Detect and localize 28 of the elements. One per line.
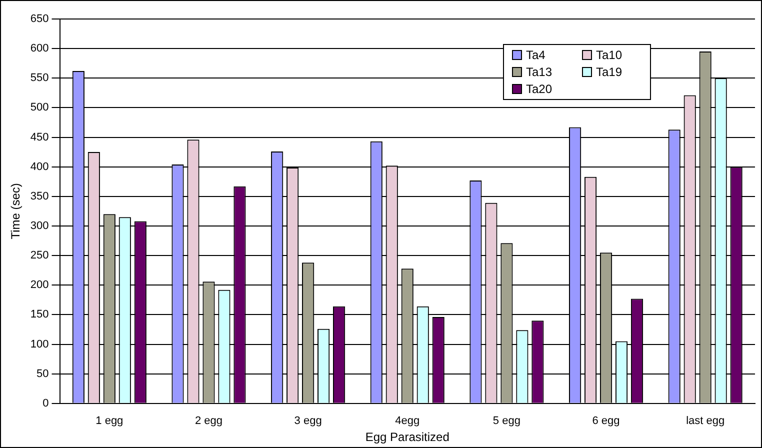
legend-label: Ta13 xyxy=(526,65,552,79)
y-tick-label: 100 xyxy=(30,338,49,350)
x-tick-label: 5 egg xyxy=(492,415,520,428)
legend-label: Ta20 xyxy=(526,82,552,96)
y-tick-label: 600 xyxy=(30,42,49,55)
y-tick-label: 550 xyxy=(30,72,49,84)
y-tick-label: 50 xyxy=(36,368,49,380)
x-axis-title: Egg Parasitized xyxy=(365,430,450,444)
x-tick-label: 4egg xyxy=(395,415,420,428)
y-axis-title: Time (sec) xyxy=(8,183,23,240)
y-tick-label: 400 xyxy=(30,160,49,173)
x-tick-label: 2 egg xyxy=(194,415,222,428)
y-tick-label: 450 xyxy=(30,131,49,144)
legend-label: Ta19 xyxy=(596,65,622,79)
legend-label: Ta10 xyxy=(596,48,622,62)
y-tick-label: 300 xyxy=(30,220,49,232)
y-tick-label: 0 xyxy=(42,397,49,410)
y-tick-label: 200 xyxy=(30,279,49,292)
y-tick-label: 250 xyxy=(30,250,49,262)
y-tick-label: 650 xyxy=(30,13,49,26)
x-tick-label: 3 egg xyxy=(294,415,322,428)
y-tick-label: 500 xyxy=(30,102,49,114)
y-tick-label: 350 xyxy=(30,190,49,202)
legend-label: Ta4 xyxy=(526,48,546,62)
x-tick-label: 1 egg xyxy=(96,415,124,428)
y-tick-label: 150 xyxy=(30,308,49,321)
x-tick-label: 6 egg xyxy=(592,415,620,428)
x-tick-label: last egg xyxy=(686,415,725,428)
